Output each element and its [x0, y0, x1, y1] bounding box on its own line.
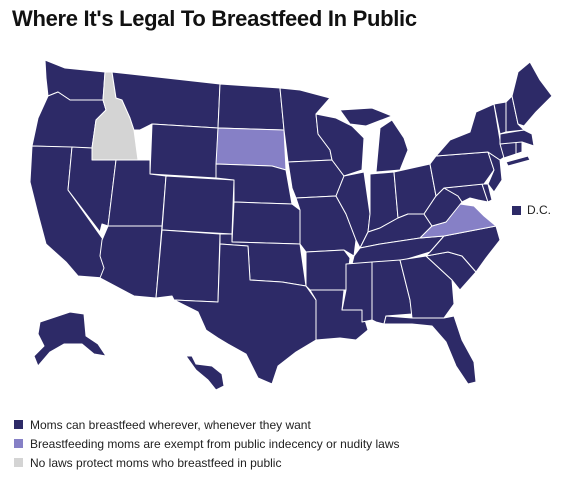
state-Florida [383, 315, 477, 385]
state-Hawaii [185, 355, 225, 391]
state-New-York [435, 103, 531, 167]
state-Kansas [231, 201, 301, 245]
state-Texas [173, 243, 317, 385]
state-South-Dakota [215, 127, 287, 171]
legend-label: Moms can breastfeed wherever, whenever t… [30, 417, 311, 432]
state-Massachusetts [499, 129, 535, 147]
state-Michigan [339, 107, 409, 173]
state-Maine [511, 61, 553, 127]
state-Arizona [99, 225, 163, 299]
state-New-Hampshire [505, 95, 525, 133]
state-North-Dakota [217, 83, 285, 131]
dc-label: D.C. [527, 203, 551, 217]
legend-item: Breastfeeding moms are exempt from publi… [14, 434, 400, 453]
state-Alaska [33, 311, 107, 367]
state-Delaware [481, 183, 493, 203]
legend-label: No laws protect moms who breastfeed in p… [30, 455, 282, 470]
dc-swatch [512, 205, 521, 215]
legend-label: Breastfeeding moms are exempt from publi… [30, 436, 400, 451]
state-Arkansas [305, 249, 351, 291]
legend-swatch [14, 439, 23, 448]
state-Wisconsin [315, 113, 365, 177]
dc-marker: D.C. [512, 203, 551, 217]
legend: Moms can breastfeed wherever, whenever t… [14, 415, 400, 472]
state-Iowa [287, 159, 345, 199]
state-Colorado [161, 175, 235, 235]
state-Wyoming [149, 123, 219, 179]
legend-swatch [14, 458, 23, 467]
page-title: Where It's Legal To Breastfeed In Public [12, 6, 417, 31]
legend-swatch [14, 420, 23, 429]
legend-item: No laws protect moms who breastfeed in p… [14, 453, 400, 472]
lake-michigan [364, 132, 376, 172]
state-New-Mexico [155, 229, 221, 303]
state-Louisiana [309, 289, 369, 341]
legend-item: Moms can breastfeed wherever, whenever t… [14, 415, 400, 434]
state-Rhode-Island [515, 141, 523, 155]
